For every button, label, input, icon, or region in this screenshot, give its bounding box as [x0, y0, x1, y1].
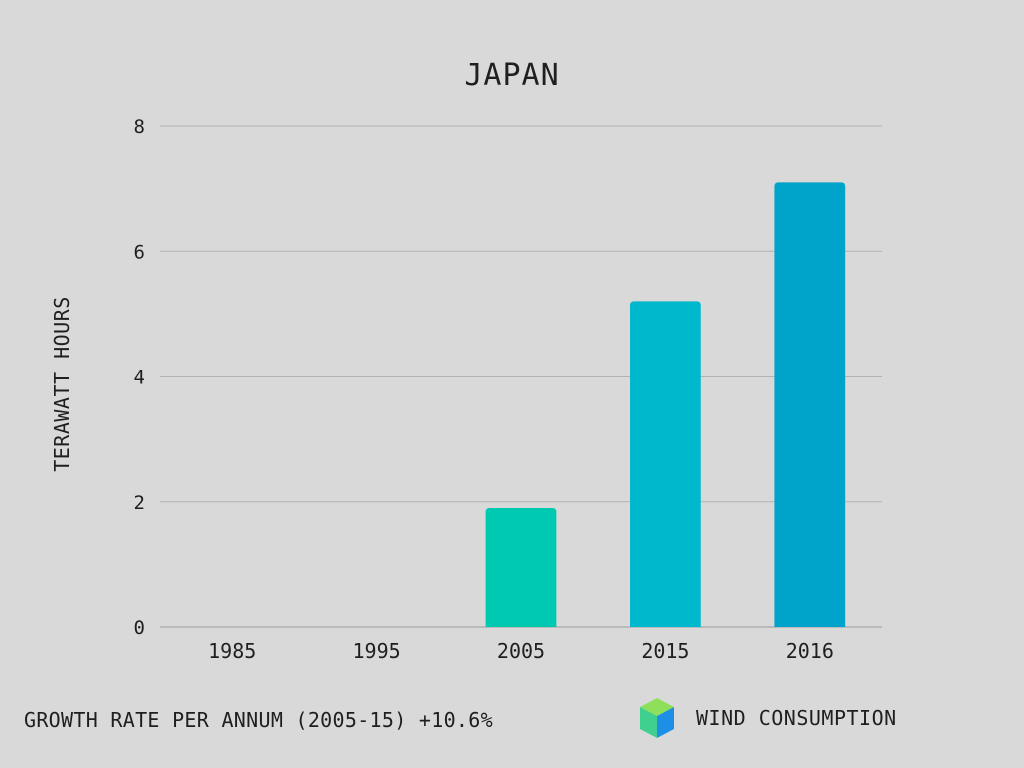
x-tick-label: 2015 [641, 639, 689, 663]
bar-2015 [630, 301, 701, 627]
x-tick-label: 1995 [353, 639, 401, 663]
legend-label: WIND CONSUMPTION [696, 706, 897, 730]
bar-2016 [774, 182, 846, 628]
y-tick-label: 6 [134, 241, 145, 263]
x-tick-label: 2005 [497, 639, 545, 663]
chart-title: JAPAN [464, 58, 560, 93]
x-tick-label: 2016 [786, 639, 834, 663]
y-tick-label: 0 [134, 617, 145, 639]
growth-rate-note: GROWTH RATE PER ANNUM (2005-15) +10.6% [24, 708, 493, 732]
cube-icon [640, 698, 674, 738]
y-axis-label: TERAWATT HOURS [50, 296, 74, 472]
bar-2005 [485, 508, 557, 627]
x-tick-label: 1985 [208, 639, 256, 663]
legend: WIND CONSUMPTION [638, 696, 897, 740]
y-tick-label: 8 [134, 116, 145, 138]
y-tick-label: 2 [134, 492, 145, 514]
y-tick-label: 4 [134, 367, 145, 389]
